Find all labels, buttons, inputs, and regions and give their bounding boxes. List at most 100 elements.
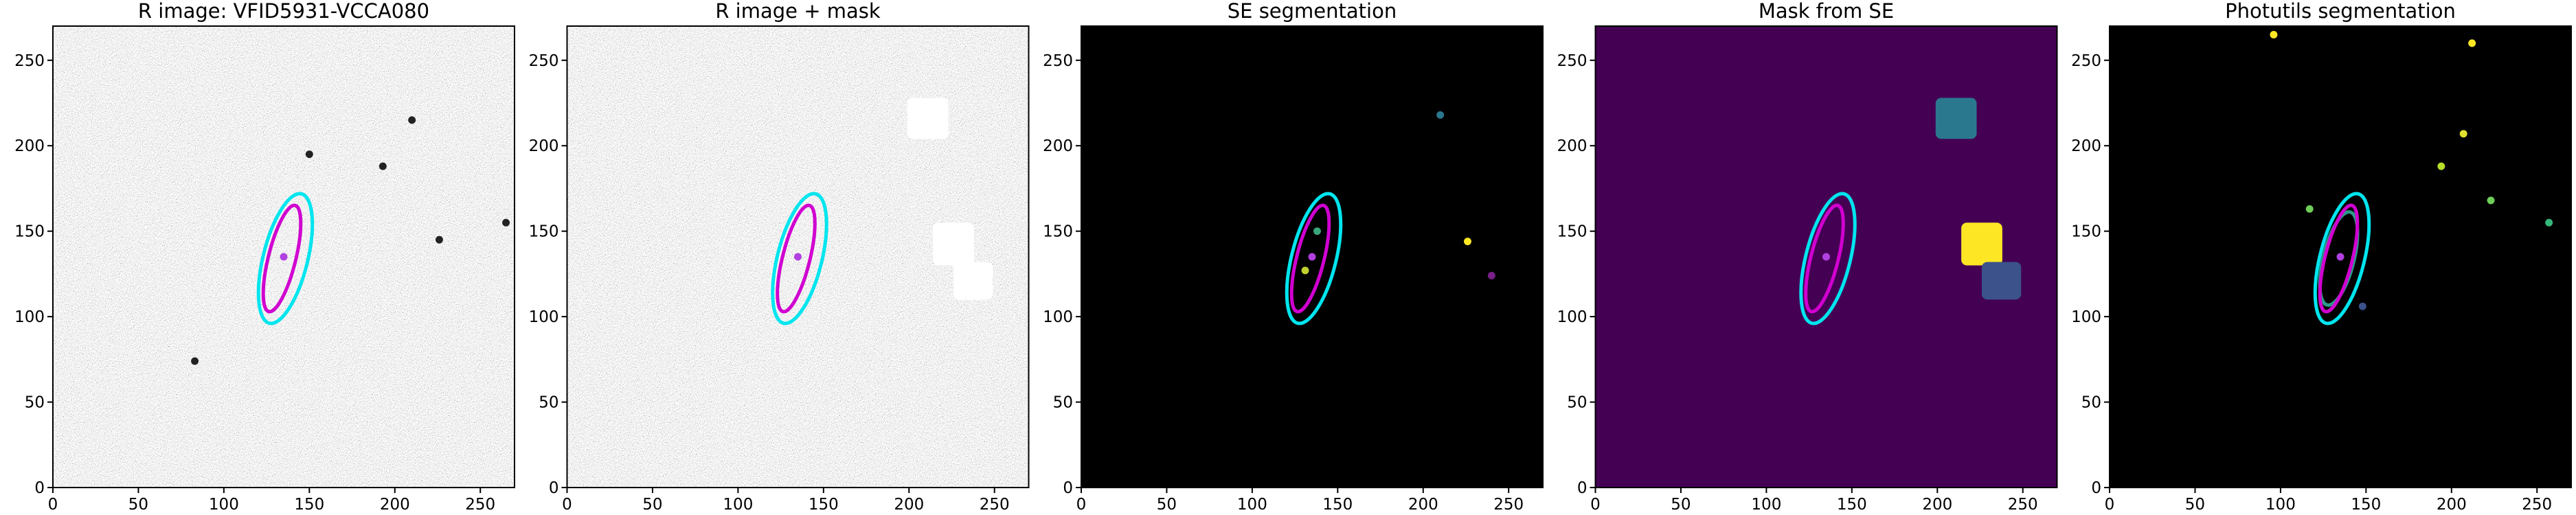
image-area [567,26,1029,488]
y-tick-label: 150 [14,223,45,241]
panel-title: SE segmentation [1228,0,1397,23]
y-tick-label: 200 [2071,137,2101,155]
y-tick-label: 0 [34,479,45,497]
y-tick-label: 100 [2071,308,2101,326]
y-tick-label: 0 [549,479,559,497]
image-area [53,26,515,488]
source-blob [436,236,443,244]
source-blob [2437,162,2445,170]
x-tick-label: 250 [1493,496,1524,514]
y-tick-label: 50 [25,394,45,412]
aperture-ellipse [1799,192,1857,325]
mask-region [1981,262,2022,300]
axes-frame [1594,25,2058,488]
source-blob [2358,302,2366,310]
x-tick-label: 50 [128,496,148,514]
x-tick-label: 150 [1322,496,1353,514]
y-tick-label: 250 [2071,52,2101,70]
x-tick-label: 250 [2008,496,2038,514]
y-tick-label: 50 [1053,394,1073,412]
x-tick-label: 250 [2522,496,2552,514]
y-tick-label: 150 [529,223,559,241]
y-tick-label: 150 [2071,223,2101,241]
mask-region [907,98,949,139]
x-tick-label: 100 [209,496,239,514]
y-tick-label: 250 [529,52,559,70]
x-tick-label: 200 [894,496,924,514]
y-tick-label: 0 [1577,479,1588,497]
source-blob [502,218,510,227]
x-tick-label: 150 [1837,496,1867,514]
image-area [2110,26,2571,488]
y-tick-label: 100 [14,308,45,326]
x-tick-label: 100 [1751,496,1781,514]
x-tick-label: 100 [723,496,753,514]
mask-region [933,222,974,266]
source-blob [1313,227,1321,236]
axes-frame [1081,25,1544,488]
x-tick-label: 0 [2105,496,2115,514]
y-tick-label: 250 [1557,52,1588,70]
y-tick-label: 0 [1063,479,1073,497]
aperture-ellipse [2313,192,2371,325]
aperture-ellipse [1289,203,1331,314]
y-tick-label: 50 [539,394,558,412]
source-blob [1301,266,1309,275]
aperture-ellipse [2318,203,2360,314]
image-area [1081,26,1543,488]
y-tick-label: 200 [1043,137,1073,155]
mask-region [1935,98,1977,139]
x-tick-label: 0 [1076,496,1087,514]
source-blob [305,150,313,159]
source-blob [1436,111,1445,119]
source-blob [1464,238,1471,246]
y-tick-label: 200 [1557,137,1588,155]
axes-frame [52,25,515,488]
panel: Photutils segmentation 0 50 100 150 200 250 0 50… [2071,0,2572,514]
panel: Mask from SE 0 50 100 150 200 250 0 50 100 150 200 2… [1557,0,2058,514]
source-blob [1308,253,1316,261]
source-blob [2305,205,2314,213]
x-tick-label: 50 [1157,496,1177,514]
x-tick-label: 0 [562,496,572,514]
source-blob [280,253,288,261]
panel: SE segmentation 0 50 100 150 200 250 0 50 100 150 2… [1043,0,1544,514]
panel-title: R image: VFID5931-VCCA080 [138,0,429,23]
panel-title: R image + mask [715,0,881,23]
panel-title: Photutils segmentation [2225,0,2456,23]
source-blob [191,357,199,365]
image-area [1595,26,2057,488]
y-tick-label: 200 [529,137,559,155]
x-tick-label: 0 [48,496,58,514]
y-tick-label: 100 [529,308,559,326]
x-tick-label: 200 [2437,496,2467,514]
source-blob [2459,130,2467,138]
mask-region [953,262,993,300]
source-blob [794,253,802,261]
x-tick-label: 250 [465,496,495,514]
aperture-ellipse [256,192,315,325]
x-tick-label: 50 [1671,496,1691,514]
aperture-ellipse [771,192,828,325]
x-tick-label: 200 [1922,496,1952,514]
y-tick-label: 250 [14,52,45,70]
panel: R image: VFID5931-VCCA080 0 50 100 150 200 250… [14,0,515,514]
y-tick-label: 100 [1043,308,1073,326]
aperture-ellipse [1285,192,1343,325]
mask-region [1961,222,2002,266]
y-tick-label: 50 [2081,394,2101,412]
y-tick-label: 250 [1043,52,1073,70]
x-tick-label: 200 [380,496,410,514]
source-blob [1487,271,1495,279]
x-tick-label: 250 [980,496,1010,514]
y-tick-label: 50 [1567,394,1587,412]
x-tick-label: 100 [1237,496,1267,514]
y-tick-label: 150 [1043,223,1073,241]
x-tick-label: 150 [2351,496,2381,514]
axes-frame [2109,25,2572,488]
x-tick-label: 150 [809,496,839,514]
x-tick-label: 0 [1590,496,1601,514]
source-blob [2487,196,2495,205]
x-tick-label: 150 [294,496,324,514]
